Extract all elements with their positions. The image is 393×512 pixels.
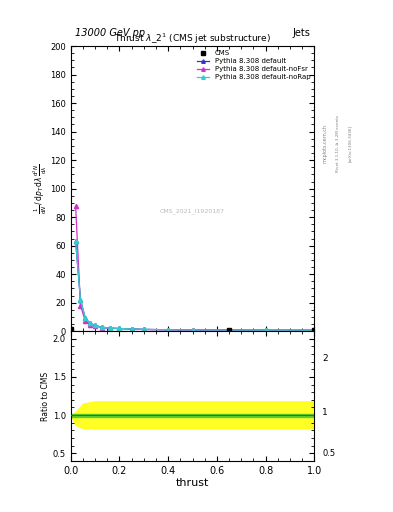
Pythia 8.308 default bbox=[73, 238, 78, 244]
Pythia 8.308 default-noRap bbox=[141, 326, 146, 332]
Pythia 8.308 default-noFsr bbox=[166, 327, 171, 333]
Text: 0.5: 0.5 bbox=[322, 449, 335, 458]
Pythia 8.308 default-noRap bbox=[190, 327, 195, 333]
Pythia 8.308 default-noRap bbox=[312, 327, 317, 333]
Pythia 8.308 default bbox=[227, 327, 231, 333]
Title: Thrust $\lambda\_2^1$ (CMS jet substructure): Thrust $\lambda\_2^1$ (CMS jet substruct… bbox=[114, 32, 271, 46]
Pythia 8.308 default-noRap bbox=[88, 321, 93, 327]
Pythia 8.308 default-noFsr bbox=[78, 303, 83, 309]
Pythia 8.308 default-noRap bbox=[83, 315, 88, 322]
Pythia 8.308 default-noRap bbox=[117, 326, 122, 332]
Y-axis label: Ratio to CMS: Ratio to CMS bbox=[41, 371, 50, 420]
Pythia 8.308 default bbox=[83, 315, 88, 322]
Line: Pythia 8.308 default: Pythia 8.308 default bbox=[73, 239, 316, 332]
Pythia 8.308 default bbox=[312, 327, 317, 333]
Pythia 8.308 default-noFsr bbox=[141, 327, 146, 333]
Pythia 8.308 default bbox=[107, 325, 112, 331]
Pythia 8.308 default-noFsr bbox=[107, 325, 112, 331]
Pythia 8.308 default-noFsr bbox=[129, 326, 134, 332]
Pythia 8.308 default-noRap bbox=[78, 297, 83, 303]
Pythia 8.308 default bbox=[93, 323, 97, 329]
Pythia 8.308 default-noRap bbox=[263, 327, 268, 333]
Pythia 8.308 default-noRap bbox=[73, 238, 78, 244]
Line: Pythia 8.308 default-noFsr: Pythia 8.308 default-noFsr bbox=[73, 204, 316, 332]
Text: mcplots.cern.ch: mcplots.cern.ch bbox=[322, 124, 327, 163]
Pythia 8.308 default-noFsr bbox=[73, 203, 78, 209]
CMS bbox=[69, 327, 74, 333]
Pythia 8.308 default-noFsr bbox=[312, 327, 317, 333]
Pythia 8.308 default bbox=[100, 324, 105, 330]
Text: Rivet 3.1.10, ≥ 3.2M events: Rivet 3.1.10, ≥ 3.2M events bbox=[336, 115, 340, 172]
Pythia 8.308 default-noFsr bbox=[117, 326, 122, 332]
Line: CMS: CMS bbox=[69, 327, 317, 332]
Pythia 8.308 default bbox=[190, 327, 195, 333]
X-axis label: thrust: thrust bbox=[176, 478, 209, 488]
Legend: CMS, Pythia 8.308 default, Pythia 8.308 default-noFsr, Pythia 8.308 default-noRa: CMS, Pythia 8.308 default, Pythia 8.308 … bbox=[194, 48, 313, 83]
Pythia 8.308 default bbox=[88, 321, 93, 327]
Pythia 8.308 default-noFsr bbox=[263, 327, 268, 333]
Text: 13000 GeV pp: 13000 GeV pp bbox=[75, 28, 145, 38]
Y-axis label: $\frac{1}{\mathrm{d}N}\,/\,\mathrm{d}p_T\,\mathrm{d}\lambda\,\frac{\mathrm{d}^2N: $\frac{1}{\mathrm{d}N}\,/\,\mathrm{d}p_T… bbox=[31, 163, 49, 214]
CMS bbox=[227, 327, 231, 333]
Pythia 8.308 default bbox=[78, 297, 83, 303]
Pythia 8.308 default bbox=[263, 327, 268, 333]
Line: Pythia 8.308 default-noRap: Pythia 8.308 default-noRap bbox=[73, 239, 316, 332]
CMS bbox=[312, 327, 317, 333]
Pythia 8.308 default-noFsr bbox=[93, 323, 97, 329]
Text: CMS_2021_I1920187: CMS_2021_I1920187 bbox=[160, 208, 225, 215]
Text: 1: 1 bbox=[322, 408, 328, 417]
Pythia 8.308 default-noFsr bbox=[227, 327, 231, 333]
Text: 2: 2 bbox=[322, 354, 328, 363]
Pythia 8.308 default-noFsr bbox=[88, 322, 93, 328]
Text: [arXiv:1306.3436]: [arXiv:1306.3436] bbox=[348, 125, 352, 162]
Text: Jets: Jets bbox=[293, 28, 310, 38]
Pythia 8.308 default-noRap bbox=[93, 323, 97, 329]
Pythia 8.308 default-noRap bbox=[166, 327, 171, 333]
Pythia 8.308 default-noRap bbox=[107, 325, 112, 331]
Pythia 8.308 default bbox=[166, 327, 171, 333]
Pythia 8.308 default-noRap bbox=[227, 327, 231, 333]
Pythia 8.308 default-noRap bbox=[129, 326, 134, 332]
Pythia 8.308 default bbox=[141, 326, 146, 332]
Pythia 8.308 default-noFsr bbox=[100, 325, 105, 331]
Pythia 8.308 default bbox=[129, 326, 134, 332]
Pythia 8.308 default-noRap bbox=[100, 324, 105, 330]
Pythia 8.308 default-noFsr bbox=[190, 327, 195, 333]
Pythia 8.308 default-noFsr bbox=[83, 318, 88, 324]
Pythia 8.308 default bbox=[117, 326, 122, 332]
